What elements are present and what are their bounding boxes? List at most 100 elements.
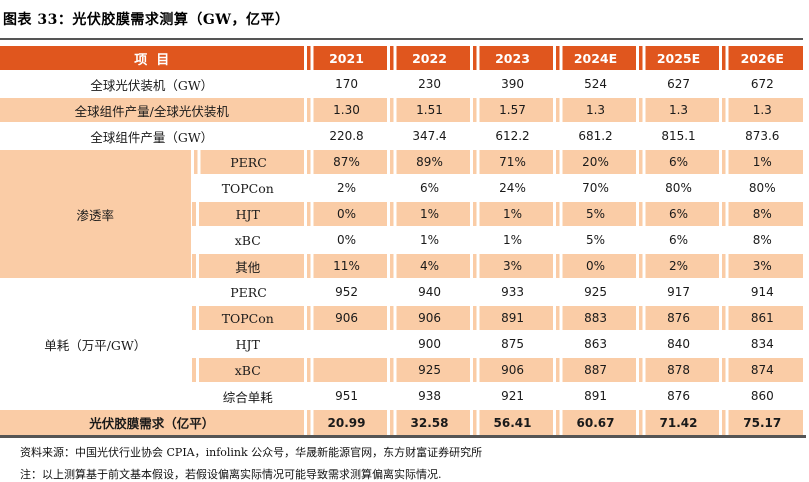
cell-value: 672 <box>718 70 804 97</box>
cell-value: 2% <box>635 252 721 279</box>
cell-value: 1.3 <box>718 96 804 123</box>
group-label-penetration: 渗透率 <box>0 148 192 279</box>
cell-value: 863 <box>552 330 638 357</box>
cell-value: 860 <box>718 382 804 409</box>
cell-value: 878 <box>635 356 721 383</box>
cell-value: 1.30 <box>303 96 389 123</box>
cell-value: 891 <box>469 304 555 331</box>
cell-value: 0% <box>303 226 389 253</box>
cell-value <box>303 356 389 383</box>
cell-value: 20% <box>552 148 638 175</box>
header-year-2024e: 2024E <box>552 44 638 71</box>
cell-value: 1% <box>718 148 804 175</box>
cell-value: 0% <box>303 200 389 227</box>
cell-value: 906 <box>386 304 472 331</box>
sub-label-xbc: xBC <box>192 356 306 383</box>
table-row: 单耗（万平/GW） PERC 952 940 933 925 917 914 <box>0 278 804 409</box>
cell-value: 917 <box>635 278 721 305</box>
cell-value: 815.1 <box>635 122 721 149</box>
cell-value: 887 <box>552 356 638 383</box>
header-year-2025e: 2025E <box>635 44 721 71</box>
cell-value: 952 <box>303 278 389 305</box>
sub-label-topcon: TOPCon <box>192 304 306 331</box>
cell-value: 6% <box>635 200 721 227</box>
cell-value: 390 <box>469 70 555 97</box>
cell-value: 0% <box>552 252 638 279</box>
cell-value <box>303 330 389 357</box>
table-row: 全球组件产量（GW） 220.8 347.4 612.2 681.2 815.1… <box>0 122 804 149</box>
cell-value: 1.3 <box>552 96 638 123</box>
sub-label-hjt: HJT <box>192 330 306 357</box>
cell-value: 5% <box>552 200 638 227</box>
header-year-2022: 2022 <box>386 44 472 71</box>
table-row: TOPCon 2% 6% 24% 70% 80% 80% <box>0 174 804 201</box>
cell-value: 347.4 <box>386 122 472 149</box>
cell-value: 24% <box>469 174 555 201</box>
cell-value: 940 <box>386 278 472 305</box>
header-item-label: 项目 <box>0 44 306 71</box>
cell-value: 56.41 <box>469 408 555 435</box>
table-row: 全球光伏装机（GW） 170 230 390 524 627 672 <box>0 70 804 97</box>
cell-value: 1% <box>469 226 555 253</box>
cell-value: 612.2 <box>469 122 555 149</box>
cell-value: 1% <box>469 200 555 227</box>
cell-value: 1.57 <box>469 96 555 123</box>
cell-value: 891 <box>552 382 638 409</box>
header-year-2026e: 2026E <box>718 44 804 71</box>
group-label-unit-consumption: 单耗（万平/GW） <box>0 278 192 409</box>
cell-value: 70% <box>552 174 638 201</box>
cell-value: 524 <box>552 70 638 97</box>
cell-value: 80% <box>635 174 721 201</box>
cell-value: 80% <box>718 174 804 201</box>
table-row: 其他 11% 4% 3% 0% 2% 3% <box>0 252 804 279</box>
cell-value: 71% <box>469 148 555 175</box>
cell-value: 60.67 <box>552 408 638 435</box>
cell-value: 875 <box>469 330 555 357</box>
cell-value: 170 <box>303 70 389 97</box>
cell-value: 1.3 <box>635 96 721 123</box>
table-row: TOPCon 906 906 891 883 876 861 <box>0 304 804 331</box>
cell-value: 876 <box>635 304 721 331</box>
cell-value: 921 <box>469 382 555 409</box>
cell-value: 873.6 <box>718 122 804 149</box>
cell-value: 71.42 <box>635 408 721 435</box>
cell-value: 876 <box>635 382 721 409</box>
cell-value: 87% <box>303 148 389 175</box>
row-label-module-output: 全球组件产量（GW） <box>0 122 306 149</box>
table-header-row: 项目 2021 2022 2023 2024E 2025E 2026E <box>0 44 804 71</box>
sub-label-perc: PERC <box>190 148 306 175</box>
cell-value: 5% <box>552 226 638 253</box>
table-row: xBC 925 906 887 878 874 <box>0 356 804 383</box>
table-row: xBC 0% 1% 1% 5% 6% 8% <box>0 226 804 253</box>
cell-value: 220.8 <box>303 122 389 149</box>
row-label-output-ratio: 全球组件产量/全球光伏装机 <box>0 96 306 123</box>
footer: 资料来源：中国光伏行业协会 CPIA，infolink 公众号，华晟新能源官网，… <box>0 438 809 482</box>
header-year-2023: 2023 <box>469 44 555 71</box>
sub-label-other: 其他 <box>192 252 306 279</box>
table-bottom-rule <box>0 435 806 438</box>
cell-value: 840 <box>635 330 721 357</box>
table-row-total: 光伏胶膜需求（亿平） 20.99 32.58 56.41 60.67 71.42… <box>0 408 804 435</box>
sub-label-topcon: TOPCon <box>192 174 306 201</box>
cell-value: 3% <box>469 252 555 279</box>
cell-value: 834 <box>718 330 804 357</box>
cell-value: 906 <box>469 356 555 383</box>
table-row: 全球组件产量/全球光伏装机 1.30 1.51 1.57 1.3 1.3 1.3 <box>0 96 804 123</box>
cell-value: 3% <box>718 252 804 279</box>
cell-value: 925 <box>552 278 638 305</box>
cell-value: 230 <box>386 70 472 97</box>
cell-value: 861 <box>718 304 804 331</box>
cell-value: 11% <box>303 252 389 279</box>
cell-value: 6% <box>386 174 472 201</box>
title-divider-line <box>0 38 803 40</box>
row-label-global-installs: 全球光伏装机（GW） <box>0 70 306 97</box>
cell-value: 681.2 <box>552 122 638 149</box>
cell-value: 874 <box>718 356 804 383</box>
cell-value: 925 <box>386 356 472 383</box>
table-row: HJT 0% 1% 1% 5% 6% 8% <box>0 200 804 227</box>
cell-value: 1.51 <box>386 96 472 123</box>
cell-value: 2% <box>303 174 389 201</box>
figure-title: 图表 33：光伏胶膜需求测算（GW，亿平） <box>3 12 290 28</box>
cell-value: 20.99 <box>303 408 389 435</box>
